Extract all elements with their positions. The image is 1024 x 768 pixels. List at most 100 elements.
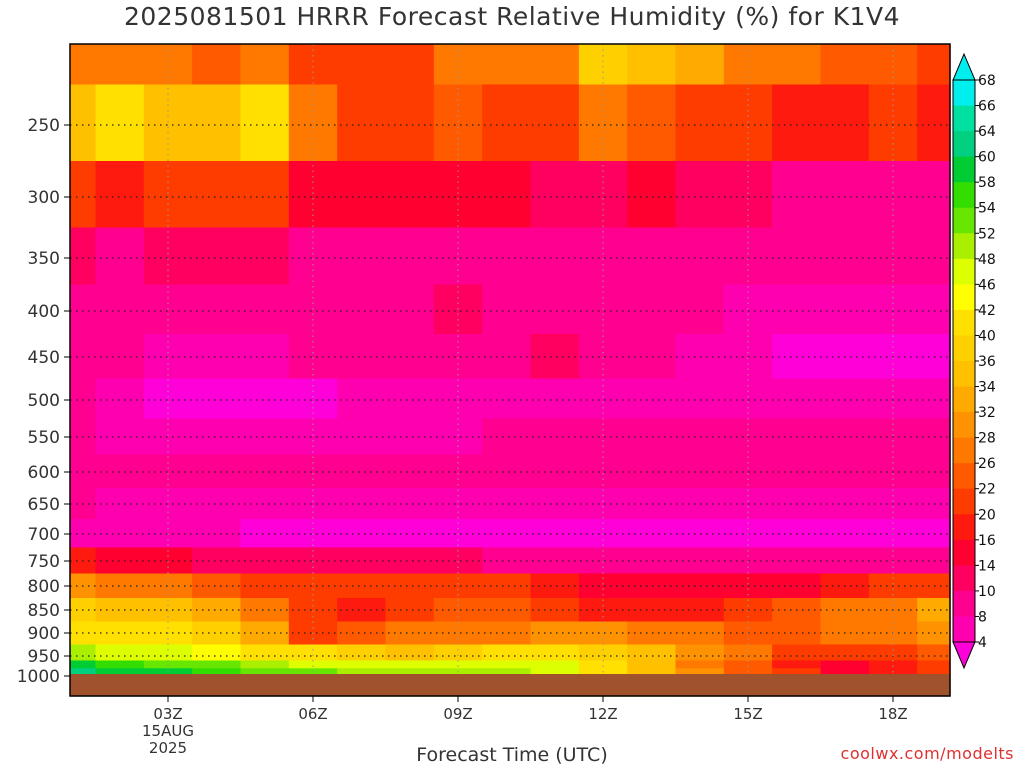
heatmap-cell <box>482 547 532 575</box>
heatmap-cell <box>70 161 97 229</box>
heatmap-cell <box>627 378 677 420</box>
heatmap-cell <box>820 84 870 162</box>
heatmap-cell <box>143 660 193 669</box>
heatmap-cell <box>820 161 870 229</box>
heatmap-cell <box>288 454 338 489</box>
heatmap-cell <box>482 488 532 520</box>
heatmap-cell <box>675 227 725 286</box>
heatmap-cell <box>820 284 870 335</box>
heatmap-cell <box>385 519 435 549</box>
heatmap-cell <box>143 161 193 229</box>
colorbar-label: 10 <box>978 584 996 600</box>
y-tick-label: 350 <box>28 249 60 269</box>
heatmap-cell <box>917 644 951 662</box>
x-tick-label: 12Z <box>588 705 617 723</box>
y-tick-label: 450 <box>28 348 60 368</box>
heatmap-cell <box>192 284 242 335</box>
heatmap-cell <box>70 284 97 335</box>
heatmap-cell <box>675 334 725 380</box>
x-tick-label: 03Z <box>153 705 182 723</box>
colorbar-label: 20 <box>978 507 996 523</box>
colorbar-segment <box>953 105 975 132</box>
x-tick-label: 18Z <box>878 705 907 723</box>
x-tick-label: 09Z <box>443 705 472 723</box>
heatmap-cell <box>433 334 483 380</box>
heatmap-cell <box>288 84 338 162</box>
heatmap-cell <box>482 227 532 286</box>
heatmap-cell <box>337 519 387 549</box>
heatmap-cell <box>675 488 725 520</box>
x-date-label: 15AUG <box>142 722 194 740</box>
heatmap-cell <box>675 547 725 575</box>
colorbar-label: 54 <box>978 201 996 217</box>
heatmap-cell <box>95 644 145 662</box>
colorbar-segment <box>953 284 975 311</box>
credit-link[interactable]: coolwx.com/modelts <box>840 744 1014 763</box>
heatmap-cell <box>482 644 532 662</box>
heatmap-cell <box>675 161 725 229</box>
y-tick-label: 400 <box>28 302 60 322</box>
colorbar-label: 68 <box>978 73 996 89</box>
heatmap-cell <box>240 519 290 549</box>
heatmap-cell <box>240 227 290 286</box>
heatmap-cell <box>192 488 242 520</box>
colorbar-label: 40 <box>978 328 996 344</box>
heatmap-cell <box>288 598 338 623</box>
heatmap-cell <box>240 161 290 229</box>
y-tick-label: 750 <box>28 552 60 572</box>
heatmap-cell <box>337 547 387 575</box>
heatmap-cell <box>385 334 435 380</box>
heatmap-cell <box>192 621 242 646</box>
heatmap-cell <box>530 378 580 420</box>
colorbar-segment <box>953 258 975 285</box>
heatmap-cell <box>675 573 725 599</box>
heatmap-cell <box>240 334 290 380</box>
heatmap-cell <box>385 84 435 162</box>
heatmap-cell <box>917 284 951 335</box>
heatmap-cell <box>627 644 677 662</box>
x-tick-label: 15Z <box>733 705 762 723</box>
heatmap-cell <box>337 378 387 420</box>
heatmap-cell <box>627 44 677 86</box>
colorbar-label: 48 <box>978 252 996 268</box>
heatmap-cell <box>675 644 725 662</box>
heatmap-cell <box>240 378 290 420</box>
heatmap-cell <box>820 227 870 286</box>
y-tick-label: 500 <box>28 391 60 411</box>
heatmap-cell <box>337 161 387 229</box>
heatmap-cell <box>578 644 628 662</box>
heatmap-cell <box>192 44 242 86</box>
y-tick-label: 700 <box>28 525 60 545</box>
heatmap-cell <box>627 621 677 646</box>
grid-lines <box>70 44 950 674</box>
heatmap-cell <box>772 378 822 420</box>
heatmap-cell <box>385 418 435 456</box>
colorbar-segment <box>953 514 975 541</box>
colorbar-arrow-top <box>952 52 976 81</box>
heatmap-cell <box>240 84 290 162</box>
colorbar-label: 52 <box>978 226 996 242</box>
y-tick-label: 600 <box>28 463 60 483</box>
heatmap-cell <box>772 44 822 86</box>
heatmap-cell <box>95 44 145 86</box>
heatmap-cell <box>433 454 483 489</box>
heatmap-cell <box>433 84 483 162</box>
heatmap-cell <box>192 547 242 575</box>
heatmap-cell <box>820 644 870 662</box>
heatmap-cell <box>482 454 532 489</box>
heatmap-cell <box>675 84 725 162</box>
heatmap-cell <box>70 660 97 669</box>
colorbar-segment <box>953 207 975 234</box>
heatmap-cell <box>240 573 290 599</box>
colorbar-label: 64 <box>978 124 996 140</box>
heatmap-cell <box>337 621 387 646</box>
colorbar-label: 28 <box>978 431 996 447</box>
heatmap-cell <box>433 644 483 662</box>
heatmap-cell <box>627 284 677 335</box>
heatmap-cell <box>192 334 242 380</box>
heatmap-cell <box>288 644 338 662</box>
heatmap-cell <box>530 334 580 380</box>
heatmap-cell <box>772 227 822 286</box>
heatmap-cell <box>192 161 242 229</box>
heatmap-cell <box>482 84 532 162</box>
